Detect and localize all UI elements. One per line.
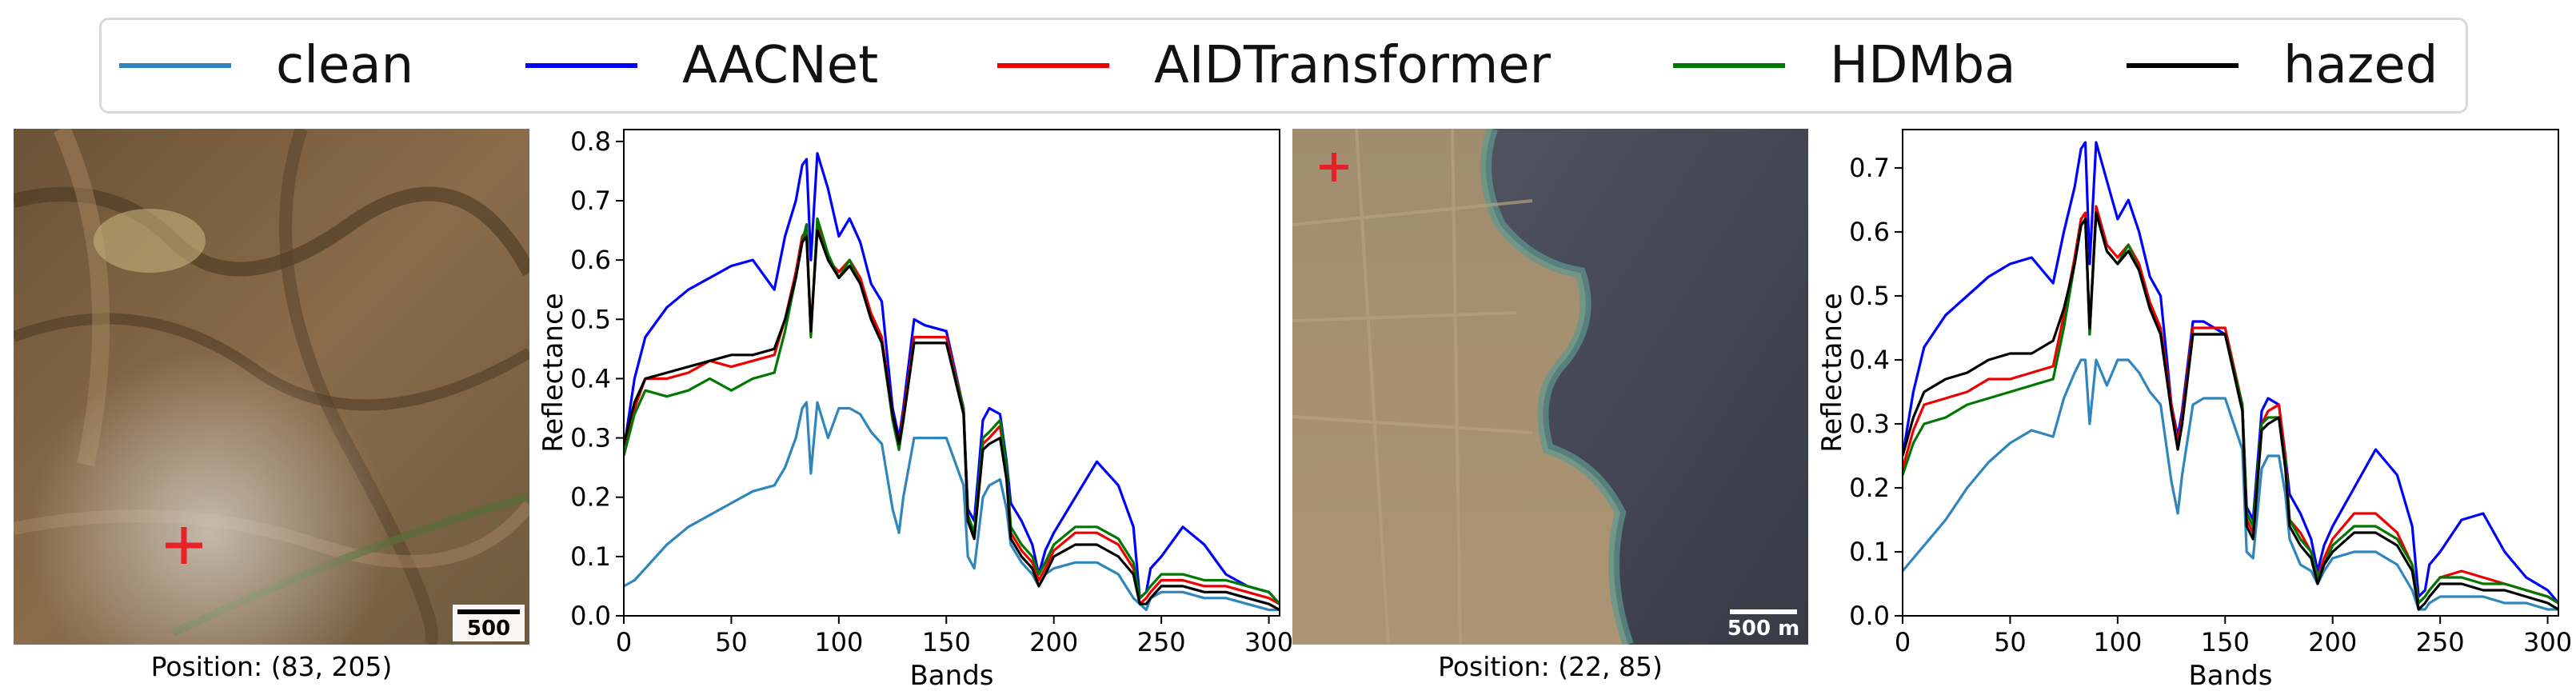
x-axis-label: Bands — [909, 660, 993, 692]
y-tick-label: 0.7 — [570, 186, 611, 216]
x-tick-label: 50 — [715, 627, 748, 657]
x-tick-label: 100 — [814, 627, 863, 657]
scalebar-2: 500 m — [1723, 605, 1803, 641]
legend-swatch-hdmba — [1673, 63, 1785, 68]
spectral-chart-2-svg: 0 50 100 150 200 250 300 0.0 0.1 0.2 0.3 0.4 0.5 0.6 0… — [1816, 129, 2572, 692]
series-line-aidtransformer — [1903, 205, 2558, 605]
legend-swatch-aacnet — [525, 63, 637, 68]
y-axis-label: Reflectance — [1816, 293, 1848, 452]
y-tick-label: 0.0 — [570, 601, 611, 631]
series-line-aacnet — [1903, 141, 2558, 605]
x-tick-label: 200 — [2308, 627, 2357, 657]
x-tick-label: 150 — [2201, 627, 2250, 657]
y-tick-label: 0.5 — [1849, 281, 1890, 311]
spectral-chart-1: 0 50 100 150 200 250 300 0.0 0.1 0.2 0.3 0.4 0.5 0.6 0… — [532, 120, 1296, 695]
y-tick-label: 0.5 — [570, 304, 611, 334]
y-tick-label: 0.2 — [1849, 473, 1890, 503]
legend-item-hdmba: HDMba — [1673, 20, 2015, 111]
spectral-chart-2: 0 50 100 150 200 250 300 0.0 0.1 0.2 0.3 0.4 0.5 0.6 0… — [1811, 120, 2574, 695]
x-tick-label: 150 — [922, 627, 971, 657]
series-line-clean — [624, 401, 1280, 612]
y-tick-label: 0.8 — [570, 126, 611, 157]
series-line-hazed — [624, 229, 1280, 612]
scalebar-label: 500 m — [1727, 617, 1800, 641]
x-tick-label: 100 — [2093, 627, 2142, 657]
y-tick-label: 0.4 — [570, 363, 611, 393]
x-tick-label: 250 — [2416, 627, 2465, 657]
y-tick-label: 0.3 — [570, 423, 611, 453]
spectral-chart-1-svg: 0 50 100 150 200 250 300 0.0 0.1 0.2 0.3 0.4 0.5 0.6 0… — [537, 126, 1293, 692]
scalebar-label: 500 m — [466, 617, 511, 645]
legend-label-clean: clean — [276, 36, 414, 95]
legend-swatch-hazed — [2127, 63, 2239, 68]
scalebar-line — [457, 609, 520, 614]
legend-label-hazed: hazed — [2283, 36, 2438, 95]
x-tick-label: 250 — [1137, 627, 1186, 657]
red-cross-marker-icon — [166, 527, 202, 564]
legend-label-hdmba: HDMba — [1830, 36, 2016, 95]
legend-label-aidtransformer: AIDTransformer — [1154, 36, 1551, 95]
y-tick-label: 0.7 — [1849, 153, 1890, 183]
y-tick-label: 0.1 — [1849, 537, 1890, 567]
x-tick-label: 0 — [1895, 627, 1911, 657]
x-tick-label: 0 — [616, 627, 632, 657]
y-tick-label: 0.0 — [1849, 601, 1890, 631]
y-tick-label: 0.6 — [1849, 217, 1890, 247]
image-caption-2: Position: (22, 85) — [1438, 651, 1663, 682]
image-caption-1: Position: (83, 205) — [150, 651, 393, 682]
series-line-aidtransformer — [624, 223, 1280, 605]
x-axis-label: Bands — [2188, 660, 2272, 692]
series-line-hdmba — [1903, 211, 2558, 605]
y-axis-label: Reflectance — [537, 293, 569, 452]
legend-item-aidtransformer: AIDTransformer — [997, 20, 1551, 111]
legend-swatch-aidtransformer — [997, 63, 1109, 68]
plot-frame — [623, 129, 1280, 617]
y-tick-label: 0.6 — [570, 245, 611, 275]
legend: clean AACNet AIDTransformer HDMba hazed — [99, 18, 2468, 114]
plot-frame — [1902, 129, 2559, 617]
legend-item-hazed: hazed — [2127, 20, 2438, 111]
y-tick-label: 0.3 — [1849, 409, 1890, 439]
series-line-hazed — [1903, 211, 2558, 611]
y-tick-label: 0.4 — [1849, 345, 1890, 375]
x-tick-label: 200 — [1029, 627, 1078, 657]
satellite-image-2: 500 m — [1292, 129, 1808, 645]
scalebar-line — [1730, 609, 1797, 614]
legend-item-aacnet: AACNet — [525, 20, 878, 111]
scalebar-1: 500 m — [453, 605, 525, 645]
legend-label-aacnet: AACNet — [682, 36, 879, 95]
y-tick-label: 0.2 — [570, 482, 611, 513]
x-tick-label: 300 — [2523, 627, 2572, 657]
legend-item-clean: clean — [119, 20, 413, 111]
x-tick-label: 50 — [1994, 627, 2027, 657]
series-line-hdmba — [624, 217, 1280, 605]
y-tick-label: 0.1 — [570, 541, 611, 572]
x-tick-label: 300 — [1244, 627, 1293, 657]
series-line-aacnet — [624, 152, 1280, 605]
legend-swatch-clean — [119, 63, 231, 68]
satellite-image-1: 500 m — [14, 129, 529, 645]
red-cross-marker-icon — [1320, 153, 1348, 182]
